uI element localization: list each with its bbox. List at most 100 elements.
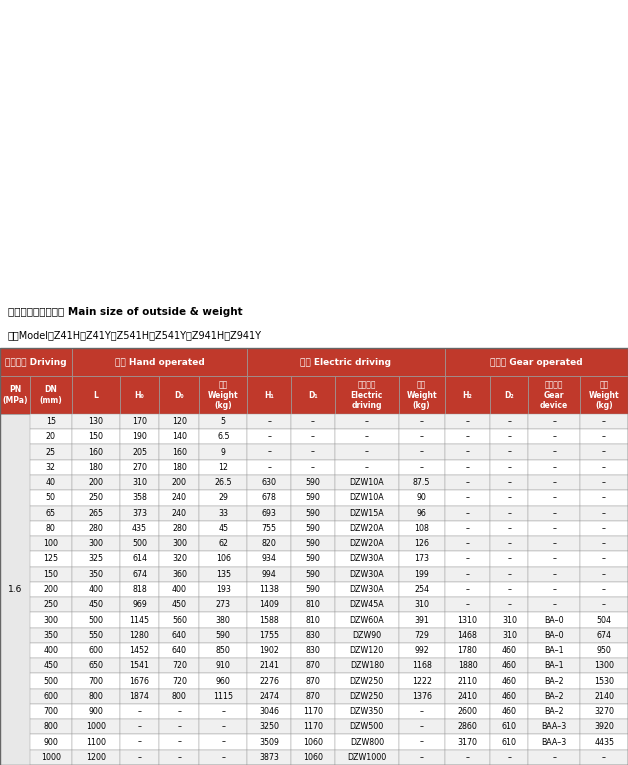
Bar: [30, 750, 72, 765]
Bar: [0, 348, 72, 376]
Bar: [291, 627, 335, 643]
Text: –: –: [267, 448, 271, 457]
Bar: [119, 688, 160, 704]
Bar: [160, 475, 199, 490]
Bar: [445, 376, 490, 414]
Bar: [580, 567, 628, 582]
Bar: [445, 567, 490, 582]
Text: –: –: [602, 555, 606, 564]
Bar: [72, 414, 119, 429]
Text: 460: 460: [502, 646, 517, 655]
Text: H₂: H₂: [463, 391, 472, 399]
Text: 300: 300: [88, 539, 103, 549]
Bar: [247, 582, 291, 597]
Bar: [528, 506, 580, 521]
Bar: [72, 429, 119, 444]
Text: DZW180: DZW180: [350, 661, 384, 670]
Bar: [199, 750, 247, 765]
Bar: [528, 444, 580, 460]
Bar: [445, 688, 490, 704]
Bar: [528, 582, 580, 597]
Bar: [335, 582, 399, 597]
Text: 254: 254: [414, 585, 429, 594]
Text: –: –: [365, 463, 369, 472]
Text: 610: 610: [502, 722, 517, 731]
Bar: [580, 552, 628, 567]
Text: 电动装置
Electric
driving: 电动装置 Electric driving: [350, 380, 383, 410]
Text: 205: 205: [132, 448, 147, 457]
Bar: [160, 506, 199, 521]
Bar: [291, 376, 335, 414]
Text: 62: 62: [219, 539, 229, 549]
Bar: [335, 376, 399, 414]
Bar: [72, 552, 119, 567]
Bar: [30, 704, 72, 719]
Bar: [199, 597, 247, 612]
Bar: [291, 444, 335, 460]
Bar: [72, 673, 119, 689]
Bar: [445, 429, 490, 444]
Bar: [119, 750, 160, 765]
Bar: [399, 582, 445, 597]
Text: 280: 280: [89, 524, 103, 533]
Text: –: –: [552, 601, 556, 609]
Text: 96: 96: [417, 509, 426, 518]
Bar: [119, 521, 160, 536]
Text: 992: 992: [414, 646, 429, 655]
Text: 240: 240: [172, 493, 187, 503]
Bar: [445, 704, 490, 719]
Text: DZW30A: DZW30A: [350, 555, 384, 564]
Text: 2860: 2860: [458, 722, 477, 731]
Text: DZW1000: DZW1000: [347, 753, 386, 762]
Text: 重量
Weight
(kg): 重量 Weight (kg): [208, 380, 239, 410]
Bar: [160, 536, 199, 552]
Text: 500: 500: [88, 616, 103, 624]
Text: 170: 170: [132, 417, 147, 426]
Text: DZW250: DZW250: [350, 676, 384, 685]
Text: 2141: 2141: [259, 661, 279, 670]
Text: 870: 870: [306, 676, 320, 685]
Bar: [199, 704, 247, 719]
Text: 460: 460: [502, 661, 517, 670]
Text: 590: 590: [306, 539, 320, 549]
Text: DN
(mm): DN (mm): [40, 386, 62, 405]
Bar: [72, 688, 119, 704]
Bar: [490, 612, 528, 627]
Bar: [528, 719, 580, 734]
Text: –: –: [178, 722, 181, 731]
Text: 630: 630: [262, 478, 277, 487]
Bar: [72, 348, 247, 376]
Bar: [119, 536, 160, 552]
Bar: [580, 444, 628, 460]
Text: BA–2: BA–2: [544, 707, 564, 716]
Bar: [291, 734, 335, 750]
Bar: [247, 658, 291, 673]
Text: 6.5: 6.5: [217, 432, 230, 441]
Bar: [247, 719, 291, 734]
Bar: [247, 521, 291, 536]
Bar: [72, 460, 119, 475]
Text: 1222: 1222: [412, 676, 431, 685]
Text: 1310: 1310: [458, 616, 477, 624]
Bar: [291, 750, 335, 765]
Text: –: –: [507, 448, 511, 457]
Bar: [119, 506, 160, 521]
Bar: [490, 429, 528, 444]
Bar: [580, 429, 628, 444]
Bar: [160, 429, 199, 444]
Text: 265: 265: [88, 509, 103, 518]
Bar: [399, 460, 445, 475]
Text: –: –: [552, 555, 556, 564]
Bar: [580, 414, 628, 429]
Text: 重量
Weight
(kg): 重量 Weight (kg): [406, 380, 437, 410]
Bar: [445, 506, 490, 521]
Bar: [72, 582, 119, 597]
Bar: [30, 734, 72, 750]
Bar: [291, 414, 335, 429]
Text: –: –: [365, 432, 369, 441]
Text: –: –: [465, 417, 470, 426]
Text: –: –: [178, 753, 181, 762]
Text: –: –: [602, 448, 606, 457]
Text: 2600: 2600: [458, 707, 477, 716]
Bar: [399, 475, 445, 490]
